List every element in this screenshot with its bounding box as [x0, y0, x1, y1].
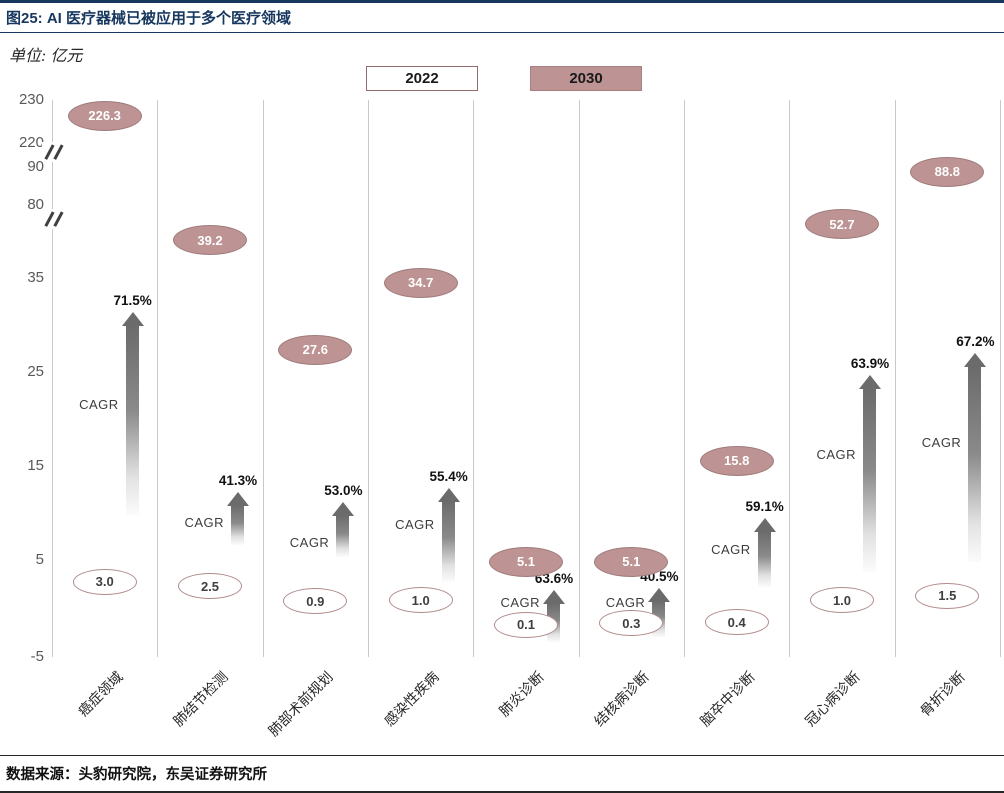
column-divider [894, 100, 896, 657]
unit-label: 单位: 亿元 [9, 48, 83, 65]
legend-item-2030: 2030 [530, 66, 642, 91]
figure-title-bar: 图25: AI 医疗器械已被应用于多个医疗领域 [0, 0, 1004, 33]
cagr-label: CAGR [184, 515, 224, 530]
growth-arrow [336, 515, 350, 557]
x-axis-category-label: 肺结节检测 [169, 668, 231, 730]
cagr-label: CAGR [711, 542, 751, 557]
y-axis-tick-label: 90 [27, 158, 44, 175]
column-divider [1000, 100, 1001, 657]
data-source-text: 数据来源：头豹研究院，东吴证券研究所 [6, 767, 267, 783]
x-axis-category-label: 肺部术前规划 [265, 668, 337, 740]
value-marker-2022: 0.1 [494, 611, 558, 638]
cagr-percent-label: 67.2% [956, 334, 995, 349]
column-divider [578, 100, 580, 657]
x-axis-category-label: 冠心病诊断 [801, 668, 863, 730]
column-divider [262, 100, 264, 657]
column-divider [684, 100, 685, 657]
value-marker-2030: 5.1 [489, 546, 563, 577]
value-marker-2030: 226.3 [67, 100, 142, 131]
y-axis-tick-label: 80 [27, 196, 44, 213]
growth-arrow [757, 531, 771, 587]
y-axis-tick-label: 25 [27, 363, 44, 380]
cagr-label: CAGR [500, 595, 540, 610]
column-divider [52, 100, 53, 657]
growth-arrow [231, 505, 244, 545]
value-marker-2022: 1.0 [388, 587, 453, 614]
value-marker-2030: 52.7 [805, 209, 879, 240]
cagr-label: CAGR [816, 447, 856, 462]
cagr-percent-label: 55.4% [429, 469, 468, 484]
y-axis-tick-label: 5 [35, 551, 44, 568]
growth-arrow [441, 501, 455, 582]
growth-arrow [968, 366, 982, 562]
column-divider [157, 100, 159, 657]
value-marker-2030: 34.7 [383, 267, 458, 298]
value-marker-2030: 15.8 [699, 445, 774, 476]
legend: 2022 2030 [366, 66, 642, 91]
growth-arrow-head [332, 502, 355, 516]
source-bar: 数据来源：头豹研究院，东吴证券研究所 [0, 755, 1004, 793]
value-marker-2030: 5.1 [594, 546, 669, 577]
cagr-label: CAGR [921, 435, 962, 450]
y-axis-tick-label: -5 [30, 648, 44, 665]
cagr-label: CAGR [605, 595, 646, 610]
x-axis-category-label: 结核病诊断 [591, 668, 653, 730]
growth-arrow-head [753, 518, 776, 532]
growth-arrow-head [121, 312, 144, 326]
column-divider [789, 100, 791, 657]
cagr-label: CAGR [289, 535, 330, 550]
value-marker-2022: 2.5 [178, 573, 242, 600]
growth-arrow [863, 388, 876, 572]
cagr-percent-label: 41.3% [218, 473, 258, 488]
y-axis-tick-label: 35 [27, 269, 44, 286]
growth-arrow-head [648, 588, 671, 602]
growth-arrow-head [437, 488, 460, 502]
growth-arrow-head [543, 590, 565, 604]
value-marker-2022: 0.3 [599, 610, 664, 637]
figure-title: 图25: AI 医疗器械已被应用于多个医疗领域 [6, 10, 292, 27]
x-axis-category-label: 癌症领域 [74, 668, 126, 720]
value-marker-2030: 88.8 [910, 156, 985, 187]
value-marker-2022: 0.4 [704, 609, 769, 636]
x-axis-category-label: 感染性疾病 [380, 668, 442, 730]
y-axis-tick-label: 220 [18, 134, 44, 151]
y-axis-tick-label: 230 [18, 91, 44, 108]
cagr-percent-label: 63.9% [850, 356, 890, 371]
cagr-percent-label: 59.1% [745, 499, 784, 514]
cagr-label: CAGR [79, 397, 119, 412]
value-marker-2022: 1.0 [810, 587, 874, 614]
value-marker-2030: 27.6 [278, 334, 353, 365]
growth-arrow [125, 325, 139, 515]
x-axis-category-label: 肺炎诊断 [495, 668, 547, 720]
x-axis-category-label: 骨折诊断 [917, 668, 969, 720]
value-marker-2030: 39.2 [173, 225, 247, 256]
value-marker-2022: 1.5 [915, 582, 980, 609]
cagr-percent-label: 71.5% [113, 293, 152, 308]
value-marker-2022: 0.9 [283, 588, 348, 615]
growth-arrow-head [227, 492, 249, 506]
y-axis-tick-label: 15 [27, 457, 44, 474]
column-divider [368, 100, 369, 657]
value-marker-2022: 3.0 [72, 568, 137, 595]
x-axis-category-label: 脑卒中诊断 [696, 668, 758, 730]
growth-arrow-head [964, 353, 987, 367]
cagr-percent-label: 53.0% [324, 483, 363, 498]
legend-item-2022: 2022 [366, 66, 478, 91]
growth-arrow-head [859, 375, 881, 389]
column-divider [473, 100, 475, 657]
cagr-label: CAGR [395, 517, 435, 532]
